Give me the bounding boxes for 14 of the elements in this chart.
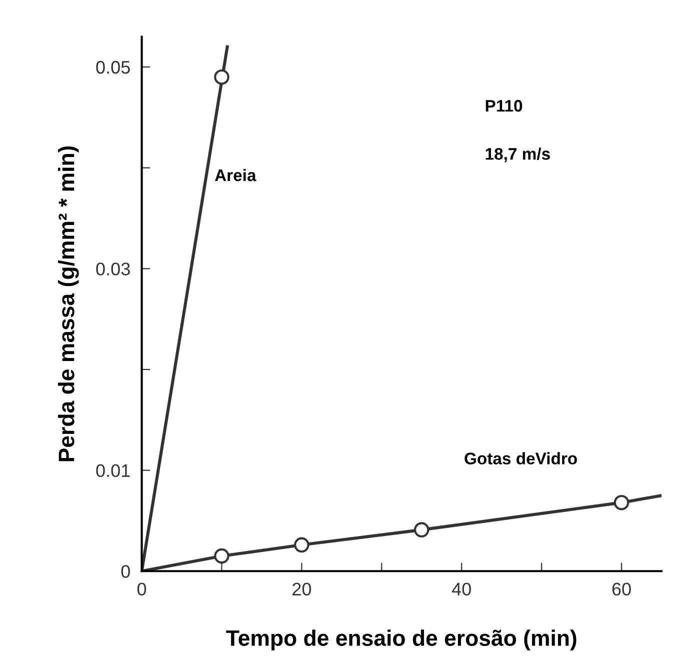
y-tick-label: 0.03 — [96, 262, 130, 276]
y-tick-label: 0.05 — [96, 60, 130, 74]
x-axis-title: Tempo de ensaio de erosão (min) — [226, 630, 576, 650]
annotation: 18,7 m/s — [486, 148, 550, 162]
annotation: P110 — [486, 100, 522, 112]
y-tick-label: 0 — [121, 565, 130, 578]
x-tick-label: 60 — [612, 582, 631, 596]
text: Gotas deVidro — [464, 452, 577, 464]
x-tick-label: 0 — [137, 582, 146, 596]
y-tick-label: 0.01 — [96, 464, 130, 478]
x-tick-label: 20 — [292, 582, 312, 596]
series-label: Areia — [214, 168, 256, 182]
x-tick-label: 40 — [452, 582, 471, 596]
y-axis-title: Perda de massa (g/mm² * min) — [58, 146, 79, 462]
